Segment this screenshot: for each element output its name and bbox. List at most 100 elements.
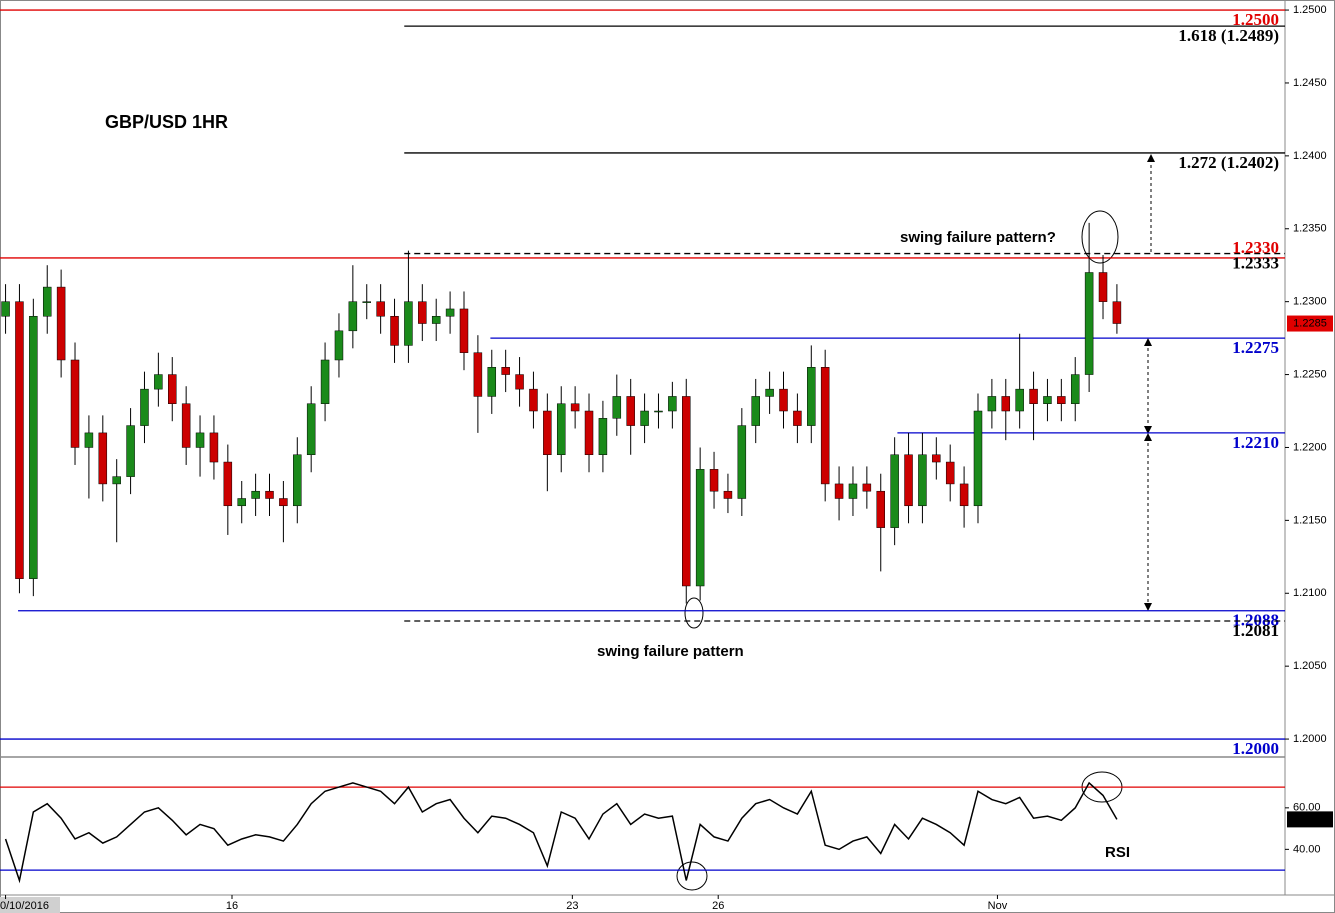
candle-body [251,490,260,499]
candle-body [612,396,622,419]
candle-body [668,396,677,412]
candle-body [640,410,649,426]
candle-body [29,315,38,579]
candle-body [334,330,344,361]
candle-body [418,301,427,324]
candle-body [820,367,830,485]
candle-body [1001,396,1011,412]
chart-title: GBP/USD 1HR [105,112,228,132]
level-label: 1.2275 [1232,338,1279,357]
y-tick-label: 1.2400 [1293,150,1327,162]
candle-body [709,469,719,492]
y-tick-label: 1.2050 [1293,660,1327,672]
candle-body [1029,388,1038,404]
x-tick-label: 23 [566,900,578,912]
candle-body [876,490,885,528]
candle-body [487,367,497,397]
candle-body [1,301,10,317]
candle-body [293,454,302,507]
candle-body [737,425,747,499]
candle-body [362,301,371,303]
candle-body [543,410,552,456]
annotation: swing failure pattern? [900,229,1056,246]
candle-body [918,454,927,507]
candle-body [890,454,899,528]
x-tick-label: 0/10/2016 [0,900,49,912]
candle-body [1015,388,1024,412]
y-tick-label: 1.2200 [1293,441,1327,453]
candle-body [265,490,274,499]
candle-body [515,374,524,390]
candle-body [209,432,219,463]
candle-body [320,359,330,404]
candle-body [376,301,385,317]
candle-body [779,388,788,412]
candle-body [1084,272,1094,375]
candle-body [154,374,163,390]
level-label: 1.2210 [1232,433,1279,452]
candle-body [459,308,469,353]
candle-body [126,425,135,477]
y-tick-label: 1.2150 [1293,514,1327,526]
legend-label: RSI [1105,844,1130,861]
highlight-circle [676,861,708,891]
candle-body [556,403,566,456]
last-price-label: 1.2285 [1293,317,1327,329]
candle-body [390,315,399,346]
candle-body [973,410,983,507]
candle-body [1070,374,1080,404]
y-tick-label: 60.00 [1293,802,1321,814]
candle-body [42,286,52,317]
last-value-label: 54.44 [1296,813,1324,825]
candle-body [15,301,24,579]
x-tick-label: 26 [712,900,724,912]
candle-body [529,388,538,412]
level-label: 1.2500 [1232,10,1279,29]
level-label: 1.272 (1.2402) [1178,153,1279,172]
y-tick-label: 1.2450 [1293,77,1327,89]
date-box [0,897,60,913]
y-tick-label: 1.2000 [1293,733,1327,745]
y-tick-label: 1.2250 [1293,368,1327,380]
candle-body [1098,272,1108,302]
candle-body [70,359,80,448]
candle-body [584,410,594,456]
y-tick-label: 1.2500 [1293,4,1327,16]
candle-body [140,388,149,426]
candle-body [279,498,288,507]
candle-body [306,403,316,456]
candle-body [793,410,802,426]
candle-body [348,301,358,332]
candle-body [598,418,608,456]
candle-body [181,403,191,448]
y-tick-label: 40.00 [1293,843,1321,855]
x-tick-label: Nov [988,900,1008,912]
y-tick-label: 1.2300 [1293,296,1327,308]
candle-body [1057,396,1066,404]
candle-body [84,432,94,448]
level-label: 1.2088 [1232,611,1279,630]
candle-body [501,367,510,375]
annotation: swing failure pattern [597,643,744,660]
candle-body [932,454,941,463]
candle-body [195,432,205,448]
candle-body [404,301,413,346]
candle-body [848,483,858,499]
candle-body [945,461,955,485]
highlight-circle [684,597,704,629]
level-label: 1.2000 [1232,739,1279,758]
candle-body [56,286,66,361]
candle-body [626,396,635,426]
candle-body [959,483,969,507]
candle-body [862,483,872,492]
candle-body [654,410,663,413]
candle-body [570,403,580,412]
candle-body [223,461,233,507]
candle-body [112,476,121,485]
rsi-line [4,781,1118,884]
candle-body [751,396,760,426]
level-label: 1.2333 [1232,253,1279,272]
candle-body [695,469,705,587]
